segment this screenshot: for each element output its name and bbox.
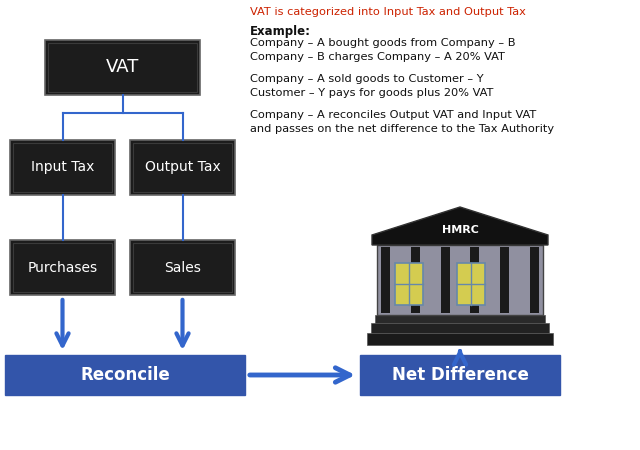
FancyBboxPatch shape	[470, 247, 479, 313]
FancyBboxPatch shape	[375, 315, 545, 323]
Text: Company – A reconciles Output VAT and Input VAT: Company – A reconciles Output VAT and In…	[250, 110, 536, 120]
FancyBboxPatch shape	[457, 263, 485, 305]
FancyBboxPatch shape	[45, 40, 200, 95]
Text: Sales: Sales	[164, 261, 201, 274]
FancyBboxPatch shape	[381, 247, 390, 313]
Text: Customer – Y pays for goods plus 20% VAT: Customer – Y pays for goods plus 20% VAT	[250, 88, 493, 98]
Text: Company – B charges Company – A 20% VAT: Company – B charges Company – A 20% VAT	[250, 52, 505, 62]
Text: Company – A sold goods to Customer – Y: Company – A sold goods to Customer – Y	[250, 74, 484, 84]
Polygon shape	[372, 207, 548, 245]
FancyBboxPatch shape	[411, 247, 420, 313]
Text: Net Difference: Net Difference	[392, 366, 529, 384]
FancyBboxPatch shape	[500, 247, 509, 313]
Text: Company – A bought goods from Company – B: Company – A bought goods from Company – …	[250, 38, 515, 48]
FancyBboxPatch shape	[360, 355, 560, 395]
Text: Output Tax: Output Tax	[145, 161, 220, 175]
FancyBboxPatch shape	[130, 240, 235, 295]
Text: Input Tax: Input Tax	[31, 161, 94, 175]
FancyBboxPatch shape	[371, 323, 549, 333]
FancyBboxPatch shape	[130, 140, 235, 195]
Text: Example:: Example:	[250, 25, 311, 38]
Text: Reconcile: Reconcile	[80, 366, 170, 384]
FancyBboxPatch shape	[530, 247, 539, 313]
Text: Purchases: Purchases	[28, 261, 97, 274]
Text: VAT: VAT	[106, 58, 139, 76]
FancyBboxPatch shape	[367, 333, 553, 345]
FancyBboxPatch shape	[10, 140, 115, 195]
FancyBboxPatch shape	[10, 240, 115, 295]
Text: HMRC: HMRC	[442, 225, 479, 235]
Text: VAT is categorized into Input Tax and Output Tax: VAT is categorized into Input Tax and Ou…	[250, 7, 526, 17]
FancyBboxPatch shape	[395, 263, 423, 305]
FancyBboxPatch shape	[377, 245, 543, 315]
Text: and passes on the net difference to the Tax Authority: and passes on the net difference to the …	[250, 124, 554, 134]
FancyBboxPatch shape	[5, 355, 245, 395]
FancyBboxPatch shape	[440, 247, 450, 313]
